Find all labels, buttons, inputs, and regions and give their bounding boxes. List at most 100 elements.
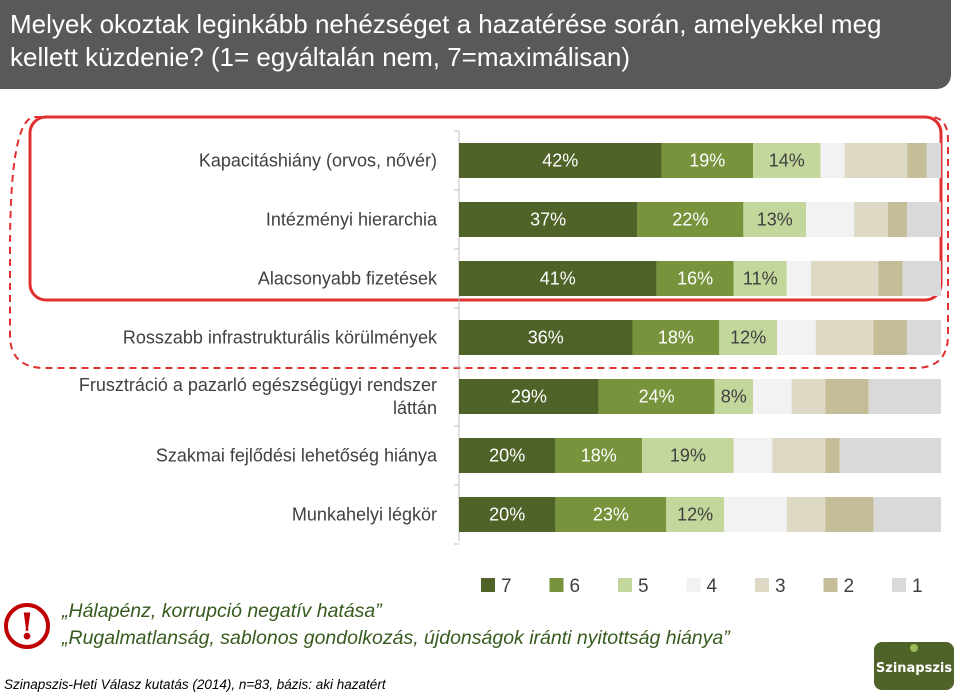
warning-icon: !	[4, 603, 50, 649]
bar-segment-6	[637, 202, 744, 237]
bar-segment-6	[555, 438, 643, 473]
data-label: 19%	[689, 151, 725, 171]
bar-segment-3	[810, 261, 879, 296]
bar-segment-1	[907, 320, 941, 355]
source-footnote: Szinapszis-Heti Válasz kutatás (2014), n…	[4, 677, 386, 692]
bar-segment-2	[825, 379, 869, 414]
bar-segment-1	[839, 438, 941, 473]
data-label: 16%	[677, 269, 713, 289]
bar-segment-5	[733, 261, 787, 296]
bar-segment-5	[753, 143, 821, 178]
highlight-dashed-frame	[9, 116, 949, 369]
data-label: 20%	[489, 505, 525, 525]
bar-segment-4	[733, 438, 773, 473]
data-label: 19%	[670, 446, 706, 466]
bar-segment-7	[459, 497, 556, 532]
data-label: 41%	[540, 269, 576, 289]
legend-swatch-4	[686, 578, 701, 592]
qualitative-notes: „Hálapénz, korrupció negatív hatása” „Ru…	[62, 598, 822, 652]
legend-label: 7	[501, 576, 512, 597]
legend-label: 1	[912, 576, 923, 597]
data-label: 37%	[530, 210, 566, 230]
legend-label: 3	[775, 576, 786, 597]
data-label: 11%	[743, 269, 778, 289]
bar-segment-4	[724, 497, 787, 532]
data-label: 12%	[677, 505, 713, 525]
category-label: Szakmai fejlődési lehetőség hiánya	[156, 446, 438, 466]
bar-segment-6	[555, 497, 667, 532]
bar-segment-4	[786, 261, 811, 296]
svg-text:Szinapszis: Szinapszis	[876, 661, 952, 676]
category-label: Munkahelyi légkör	[292, 505, 437, 525]
bar-segment-2	[825, 438, 840, 473]
bar-segment-1	[907, 202, 941, 237]
bar-segment-3	[854, 202, 888, 237]
bar-segment-1	[926, 143, 941, 178]
bar-segment-5	[666, 497, 725, 532]
data-label: 14%	[769, 151, 805, 171]
bar-segment-7	[459, 143, 662, 178]
data-label: 24%	[639, 387, 675, 407]
category-label: Rosszabb infrastrukturális körülmények	[123, 328, 438, 348]
bar-segment-7	[459, 438, 556, 473]
bar-segment-3	[815, 320, 874, 355]
bar-segment-2	[887, 202, 908, 237]
data-label: 20%	[489, 446, 525, 466]
bar-segment-5	[714, 379, 754, 414]
bar-segment-3	[791, 379, 826, 414]
bar-segment-7	[459, 261, 657, 296]
bar-segment-7	[459, 379, 599, 414]
bar-segment-1	[868, 379, 941, 414]
bar-segment-2	[873, 320, 908, 355]
bar-segment-3	[772, 438, 826, 473]
note-item: „Hálapénz, korrupció negatív hatása”	[62, 600, 382, 622]
legend-label: 4	[707, 576, 718, 597]
legend-swatch-2	[823, 578, 838, 592]
bar-segment-1	[902, 261, 941, 296]
data-label: 18%	[581, 446, 617, 466]
warning-exclamation: !	[19, 606, 35, 648]
bar-segment-2	[825, 497, 874, 532]
data-label: 12%	[730, 328, 766, 348]
bar-segment-3	[844, 143, 908, 178]
legend-label: 2	[844, 576, 855, 597]
chart-title: Melyek okoztak leginkább nehézséget a ha…	[0, 0, 951, 89]
category-label: Alacsonyabb fizetések	[258, 269, 438, 289]
bar-segment-5	[642, 438, 734, 473]
bar-segment-5	[743, 202, 807, 237]
bar-segment-4	[820, 143, 845, 178]
bar-segment-6	[656, 261, 734, 296]
legend-swatch-6	[549, 578, 564, 592]
bar-segment-6	[632, 320, 720, 355]
legend-swatch-1	[892, 578, 906, 592]
data-label: 8%	[721, 387, 747, 407]
bar-segment-1	[873, 497, 941, 532]
data-label: 29%	[511, 387, 547, 407]
bar-segment-6	[598, 379, 715, 414]
legend-swatch-5	[618, 578, 632, 592]
bar-segment-6	[661, 143, 754, 178]
bar-segment-2	[907, 143, 927, 178]
bar-segment-2	[878, 261, 903, 296]
note-item: „Rugalmatlanság, sablonos gondolkozás, ú…	[62, 627, 730, 649]
bar-segment-4	[753, 379, 792, 414]
category-label: Frusztráció a pazarló egészségügyi rends…	[79, 375, 437, 418]
szinapszis-logo: Szinapszis	[874, 642, 954, 690]
data-label: 18%	[658, 328, 694, 348]
bar-segment-4	[777, 320, 816, 355]
bar-segment-4	[806, 202, 855, 237]
legend-label: 6	[570, 576, 581, 597]
data-label: 13%	[757, 210, 793, 230]
bar-segment-7	[459, 320, 633, 355]
data-label: 23%	[593, 505, 629, 525]
category-label: Kapacitáshiány (orvos, nővér)	[199, 151, 437, 171]
legend-swatch-7	[481, 578, 495, 592]
data-label: 36%	[528, 328, 564, 348]
data-label: 22%	[672, 210, 708, 230]
bar-segment-3	[786, 497, 826, 532]
bar-segment-7	[459, 202, 638, 237]
category-label: Intézményi hierarchia	[266, 210, 438, 230]
legend-label: 5	[638, 576, 649, 597]
legend-swatch-3	[755, 578, 769, 592]
